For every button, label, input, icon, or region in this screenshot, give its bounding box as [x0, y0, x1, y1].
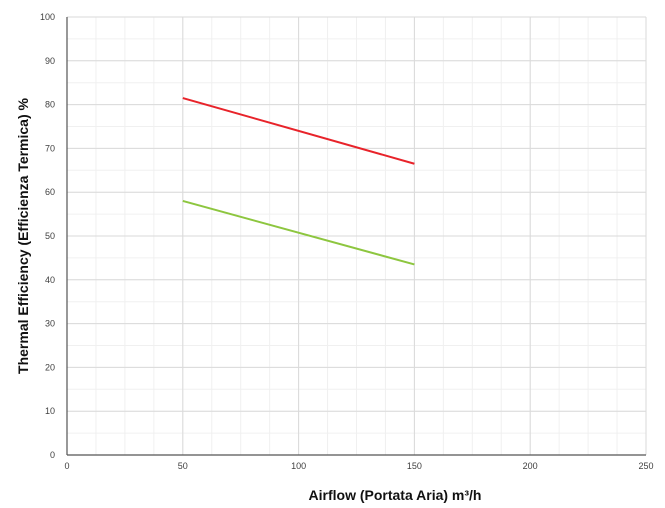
y-tick-label: 70	[45, 143, 55, 153]
x-tick-label: 50	[178, 461, 188, 471]
y-axis-title: Thermal Efficiency (Efficienza Termica) …	[15, 97, 31, 373]
tick-labels: 0 50 100 150 200 250 0 10 20 30 40 50 60 70 80 90 100	[40, 12, 654, 471]
series-line-1	[182, 97, 415, 165]
axes	[66, 17, 646, 456]
y-tick-label: 100	[40, 12, 55, 22]
y-tick-label: 60	[45, 187, 55, 197]
series-lines	[182, 97, 415, 266]
x-tick-label: 100	[291, 461, 306, 471]
y-tick-label: 30	[45, 319, 55, 329]
y-tick-label: 10	[45, 406, 55, 416]
x-tick-label: 0	[64, 461, 69, 471]
y-tick-label: 20	[45, 362, 55, 372]
x-tick-label: 200	[523, 461, 538, 471]
x-tick-label: 250	[638, 461, 653, 471]
y-tick-label: 80	[45, 100, 55, 110]
series-line-2	[182, 199, 415, 266]
x-tick-label: 150	[407, 461, 422, 471]
y-tick-label: 40	[45, 275, 55, 285]
grid	[66, 16, 647, 456]
y-tick-label: 50	[45, 231, 55, 241]
x-axis-title: Airflow (Portata Aria) m³/h	[309, 487, 482, 503]
y-tick-label: 90	[45, 56, 55, 66]
y-tick-label: 0	[50, 450, 55, 460]
